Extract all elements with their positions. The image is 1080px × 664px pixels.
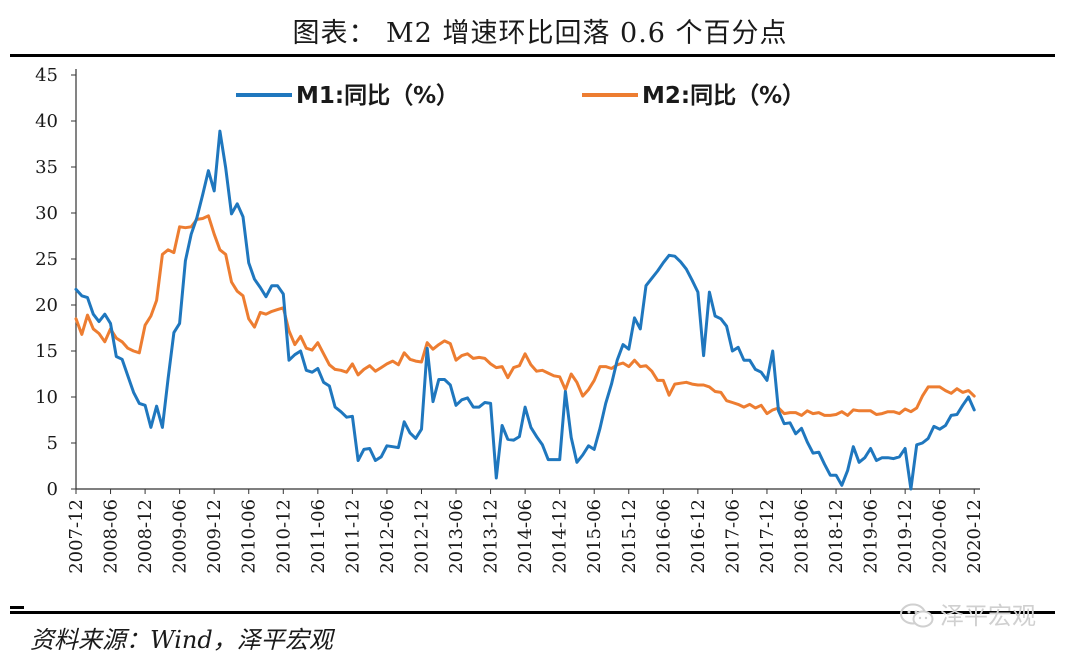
legend-label-m1: M1:同比（%） [296, 82, 459, 109]
x-tick-label: 2013-12 [481, 499, 502, 574]
x-tick-label: 2011-06 [308, 499, 329, 574]
x-tick-label: 2018-06 [792, 499, 813, 574]
x-tick-label: 2010-12 [273, 499, 294, 574]
y-tick-label: 30 [35, 203, 58, 224]
y-tick-label: 5 [47, 433, 58, 454]
x-tick-label: 2018-12 [826, 499, 847, 574]
y-tick-label: 10 [35, 387, 58, 408]
y-tick-label: 45 [35, 65, 58, 86]
x-tick-label: 2012-12 [411, 499, 432, 574]
y-tick-label: 0 [47, 479, 58, 500]
x-tick-label: 2008-12 [135, 499, 156, 574]
y-tick-label: 40 [35, 111, 58, 132]
x-tick-label: 2009-12 [204, 499, 225, 574]
x-tick-label: 2015-06 [584, 499, 605, 574]
bottom-rule [10, 611, 1055, 614]
wechat-icon [900, 603, 934, 628]
series-line-m1 [74, 129, 976, 491]
y-tick-label: 35 [35, 157, 58, 178]
x-tick-label: 2019-06 [861, 499, 882, 574]
x-tick-label: 2017-06 [722, 499, 743, 574]
x-tick-label: 2016-12 [688, 499, 709, 574]
chart-title: 图表： M2 增速环比回落 0.6 个百分点 [292, 18, 788, 49]
bottom-rule-tick [10, 606, 24, 609]
x-tick-label: 2011-12 [342, 499, 363, 574]
x-tick-label: 2009-06 [170, 499, 191, 574]
x-tick-label: 2010-06 [239, 499, 260, 574]
top-rule [10, 54, 1055, 57]
x-tick-label: 2017-12 [757, 499, 778, 574]
watermark: 泽平宏观 [900, 600, 1036, 632]
y-tick-label: 25 [35, 249, 58, 270]
x-tick-label: 2019-12 [895, 499, 916, 574]
chart-area: 0 5 10 15 20 25 30 35 40 45 2007-12 2008-06 2008-12 2… [35, 65, 985, 574]
x-tick-label: 2007-12 [66, 499, 87, 574]
x-tick-label: 2014-06 [515, 499, 536, 574]
x-tick-label: 2015-12 [619, 499, 640, 574]
y-tick-label: 20 [35, 295, 58, 316]
y-tick-label: 15 [35, 341, 58, 362]
x-tick-label: 2020-06 [930, 499, 951, 574]
x-tick-label: 2012-06 [377, 499, 398, 574]
source-note: 资料来源：Wind，泽平宏观 [30, 626, 333, 654]
x-tick-label: 2008-06 [101, 499, 122, 574]
x-tick-label: 2014-12 [550, 499, 571, 574]
watermark-text: 泽平宏观 [940, 602, 1036, 630]
x-tick-label: 2013-06 [446, 499, 467, 574]
legend-label-m2: M2:同比（%） [642, 82, 805, 109]
series-line-m2 [74, 214, 976, 417]
x-tick-label: 2020-12 [964, 499, 985, 574]
x-tick-label: 2016-06 [653, 499, 674, 574]
